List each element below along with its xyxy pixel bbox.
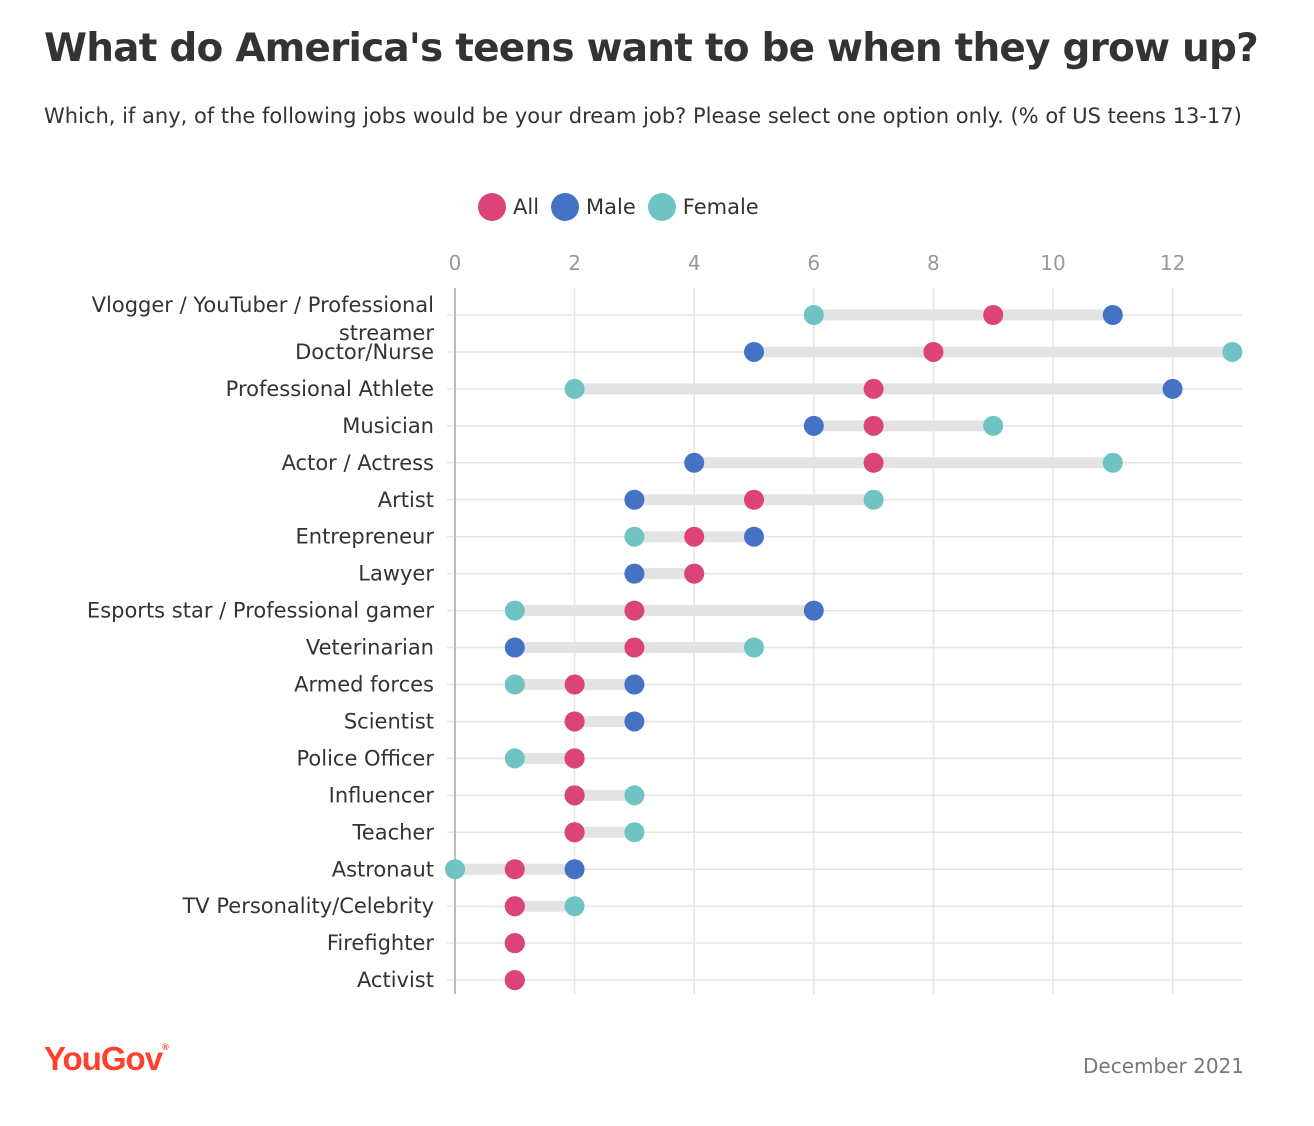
dot-male	[684, 452, 705, 473]
dot-male	[1102, 305, 1123, 325]
x-tick-label: 12	[1160, 251, 1185, 275]
x-tick-label: 10	[1040, 251, 1065, 275]
dot-all	[564, 785, 585, 806]
dot-male	[803, 600, 824, 621]
category-label: Teacher	[352, 820, 435, 844]
dot-female	[1102, 452, 1123, 473]
dot-all	[863, 452, 884, 473]
dot-all	[564, 748, 585, 769]
dot-range-chart: 0 2 4 6 8 10 12 Vlogger / YouTuber / Profession…	[87, 251, 1243, 995]
dot-all	[504, 859, 525, 880]
legend-swatch-all	[478, 193, 506, 221]
category-label: Professional Athlete	[226, 377, 434, 401]
dot-all	[564, 822, 585, 843]
dot-female	[983, 415, 1004, 436]
category-label: Armed forces	[294, 673, 434, 697]
legend-item-all[interactable]: All	[478, 193, 539, 221]
category-label: Veterinarian	[306, 636, 434, 660]
chart-title: What do America's teens want to be when …	[44, 26, 1259, 71]
dot-male	[624, 711, 645, 732]
brand-name: YouGov	[44, 1040, 163, 1077]
category-label: Esports star / Professional gamer	[87, 599, 434, 623]
dot-female	[504, 674, 525, 695]
dot-female	[1222, 341, 1243, 362]
legend-item-female[interactable]: Female	[647, 193, 759, 221]
legend-label-male: Male	[586, 195, 636, 219]
dot-female	[564, 378, 585, 399]
dot-all	[504, 933, 525, 954]
category-label: Police Officer	[296, 746, 434, 770]
category-label: Artist	[378, 488, 434, 512]
dot-female	[863, 489, 884, 510]
dot-female	[564, 896, 585, 917]
dot-female	[624, 785, 645, 806]
dot-female	[624, 526, 645, 547]
dot-all	[684, 526, 705, 547]
dot-female	[504, 600, 525, 621]
dot-female	[504, 748, 525, 769]
legend-label-female: Female	[682, 195, 759, 219]
dot-male	[564, 859, 585, 880]
dot-all	[624, 637, 645, 658]
dot-male	[624, 563, 645, 584]
dot-all	[564, 674, 585, 695]
dot-all	[684, 563, 705, 584]
legend-swatch-male	[551, 193, 580, 221]
dot-all	[863, 378, 884, 399]
registered-mark: ®	[162, 1042, 169, 1052]
category-label: Influencer	[329, 783, 435, 807]
category-label: Actor / Actress	[282, 451, 434, 475]
dot-female	[803, 305, 824, 325]
category-label: Lawyer	[358, 562, 434, 586]
category-label: Activist	[357, 968, 434, 992]
dot-male	[744, 526, 764, 547]
x-tick-label: 2	[568, 251, 581, 275]
legend-label-all: All	[513, 195, 540, 219]
dot-female	[445, 859, 465, 880]
legend-item-male[interactable]: Male	[551, 193, 636, 221]
dot-male	[624, 489, 645, 510]
legend: All Male Female	[478, 192, 771, 222]
category-label: Musician	[342, 414, 434, 438]
publication-date: December 2021	[1083, 1054, 1244, 1078]
dot-all	[504, 896, 525, 917]
dot-all	[744, 489, 764, 510]
x-tick-label: 4	[688, 251, 701, 275]
dot-all	[624, 600, 645, 621]
x-tick-label: 0	[449, 251, 462, 275]
yougov-logo: YouGov®	[44, 1040, 169, 1078]
dot-all	[923, 341, 944, 362]
category-label: Entrepreneur	[296, 525, 435, 549]
dot-female	[624, 822, 645, 843]
dot-male	[1162, 378, 1183, 399]
dot-male	[744, 341, 764, 362]
legend-swatch-female	[647, 193, 676, 221]
category-label: Doctor/Nurse	[295, 340, 434, 364]
category-label: Firefighter	[327, 931, 434, 955]
dot-all	[504, 970, 525, 991]
category-label: Astronaut	[332, 857, 434, 881]
category-label: Scientist	[344, 709, 434, 733]
dot-all	[983, 305, 1004, 325]
dot-female	[744, 637, 764, 658]
dot-male	[624, 674, 645, 695]
category-label: Vlogger / YouTuber / Professional streame…	[92, 293, 435, 345]
category-label: TV Personality/Celebrity	[181, 894, 434, 918]
x-tick-label: 6	[807, 251, 820, 275]
dot-all	[564, 711, 585, 732]
x-tick-label: 8	[927, 251, 940, 275]
dot-male	[504, 637, 525, 658]
dot-male	[803, 415, 824, 436]
chart-subtitle: Which, if any, of the following jobs wou…	[44, 104, 1242, 128]
dot-all	[863, 415, 884, 436]
